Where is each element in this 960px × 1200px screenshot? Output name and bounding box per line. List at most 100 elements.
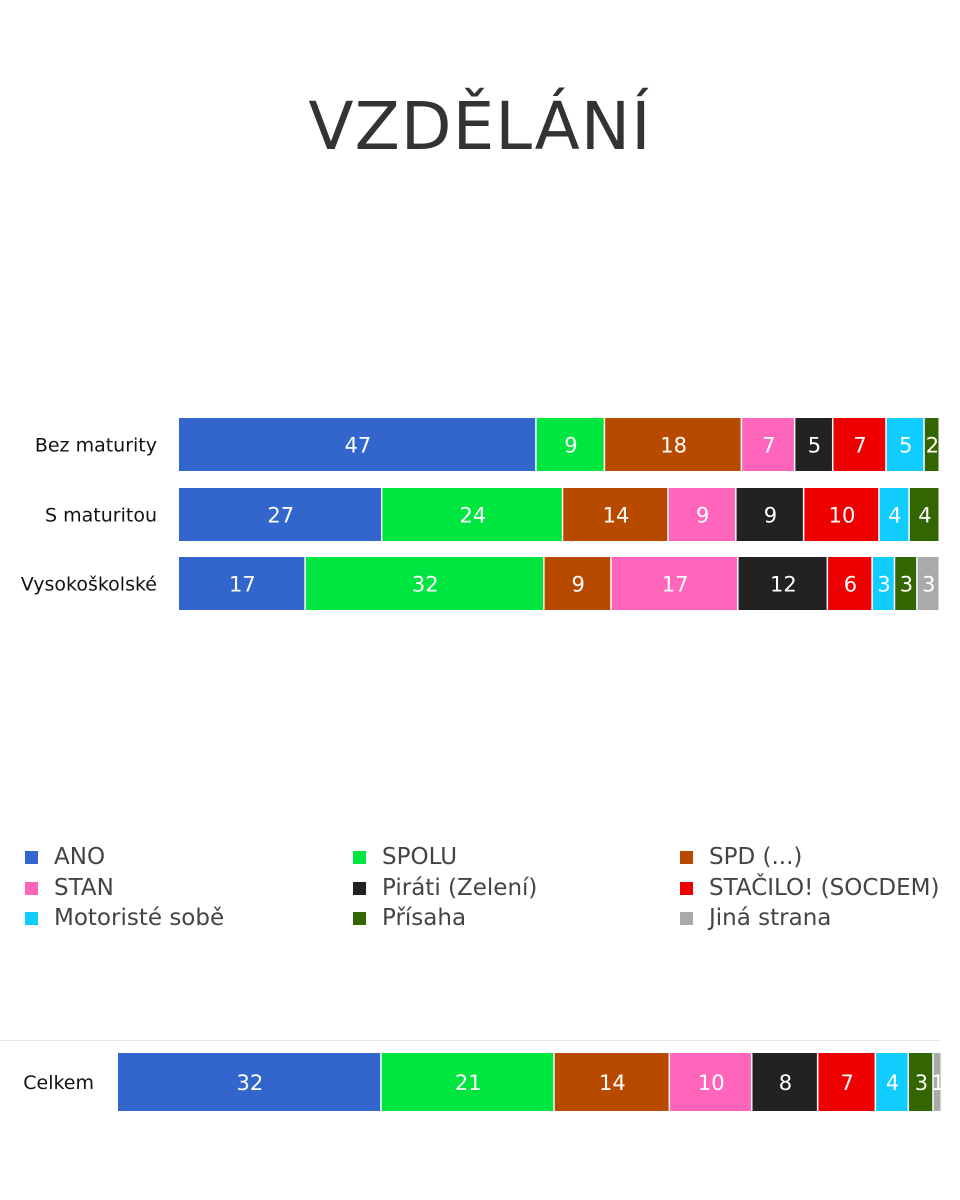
bar-s-maturitou-motoriste-sobe xyxy=(879,488,909,541)
bar-celkem-ano xyxy=(118,1053,381,1111)
data-label-celkem-stacilo-socdem: 7 xyxy=(841,1071,854,1095)
data-label-s-maturitou-pirati-zeleni: 9 xyxy=(764,504,777,528)
data-label-vysokoskolske-pirati-zeleni: 12 xyxy=(770,573,797,597)
legend-swatch-spd xyxy=(680,850,693,864)
row-label-vysokoskolske: Vysokoškolské xyxy=(21,574,157,596)
legend-swatch-spolu xyxy=(353,850,366,864)
legend-item-stacilo-socdem: STAČILO! (SOCDEM) xyxy=(680,875,939,901)
bar-celkem-stacilo-socdem xyxy=(818,1053,875,1111)
bar-vysokoskolske-jina-strana xyxy=(917,557,939,610)
bar-celkem-spd xyxy=(554,1053,669,1111)
bar-vysokoskolske-stacilo-socdem xyxy=(828,557,872,610)
bar-vysokoskolske-spd xyxy=(544,557,611,610)
bar-s-maturitou-spolu xyxy=(382,488,562,541)
legend-swatch-stan xyxy=(25,881,38,895)
bar-bez-maturity-pirati-zeleni xyxy=(795,418,832,471)
legend-item-ano: ANO xyxy=(25,844,105,870)
data-label-bez-maturity-spolu: 9 xyxy=(564,434,577,458)
legend-label-motoriste-sobe: Motoristé sobě xyxy=(54,905,225,931)
bar-vysokoskolske-prisaha xyxy=(895,557,917,610)
bar-bez-maturity-prisaha xyxy=(924,418,939,471)
data-label-vysokoskolske-prisaha: 3 xyxy=(900,573,913,597)
bar-celkem-motoriste-sobe xyxy=(876,1053,908,1111)
data-label-celkem-ano: 32 xyxy=(236,1071,263,1095)
data-label-vysokoskolske-spolu: 32 xyxy=(412,573,439,597)
legend-swatch-prisaha xyxy=(353,911,366,925)
bar-s-maturitou-prisaha xyxy=(909,488,939,541)
bar-s-maturitou-ano xyxy=(179,488,381,541)
data-label-celkem-stan: 10 xyxy=(698,1071,725,1095)
data-label-bez-maturity-stan: 7 xyxy=(762,434,775,458)
legend-item-jina-strana: Jiná strana xyxy=(680,905,831,931)
data-label-s-maturitou-spolu: 24 xyxy=(459,504,486,528)
data-label-s-maturitou-motoriste-sobe: 4 xyxy=(888,504,901,528)
section-divider xyxy=(0,1040,940,1041)
data-label-celkem-motoriste-sobe: 4 xyxy=(886,1071,899,1095)
data-label-s-maturitou-stan: 9 xyxy=(696,504,709,528)
legend-label-spolu: SPOLU xyxy=(382,844,458,870)
bar-bez-maturity-spolu xyxy=(536,418,604,471)
legend-swatch-jina-strana xyxy=(680,911,693,925)
bar-celkem-stan xyxy=(670,1053,751,1111)
data-label-vysokoskolske-motoriste-sobe: 3 xyxy=(877,573,890,597)
data-label-vysokoskolske-spd: 9 xyxy=(571,573,584,597)
data-label-vysokoskolske-jina-strana: 3 xyxy=(922,573,935,597)
bar-s-maturitou-stacilo-socdem xyxy=(804,488,879,541)
bar-celkem-jina-strana xyxy=(933,1053,941,1111)
data-label-vysokoskolske-stan: 17 xyxy=(662,573,689,597)
bar-bez-maturity-spd xyxy=(605,418,741,471)
bar-celkem-spolu xyxy=(381,1053,554,1111)
data-label-bez-maturity-prisaha: 2 xyxy=(926,434,939,458)
bar-vysokoskolske-motoriste-sobe xyxy=(872,557,894,610)
data-label-vysokoskolske-ano: 17 xyxy=(229,573,256,597)
row-label-celkem: Celkem xyxy=(23,1072,94,1094)
legend-item-motoriste-sobe: Motoristé sobě xyxy=(25,905,224,931)
legend-label-stacilo-socdem: STAČILO! (SOCDEM) xyxy=(709,875,940,901)
legend-label-prisaha: Přísaha xyxy=(382,905,467,931)
bar-s-maturitou-stan xyxy=(668,488,736,541)
bar-bez-maturity-stacilo-socdem xyxy=(833,418,886,471)
data-label-celkem-pirati-zeleni: 8 xyxy=(779,1071,792,1095)
row-label-s-maturitou: S maturitou xyxy=(45,505,157,527)
legend-item-stan: STAN xyxy=(25,875,114,901)
legend-swatch-ano xyxy=(25,850,38,864)
bar-vysokoskolske-pirati-zeleni xyxy=(738,557,827,610)
bar-celkem-pirati-zeleni xyxy=(752,1053,817,1111)
bar-vysokoskolske-stan xyxy=(611,557,738,610)
data-label-s-maturitou-ano: 27 xyxy=(267,504,294,528)
data-label-celkem-spolu: 21 xyxy=(455,1071,482,1095)
legend-swatch-motoriste-sobe xyxy=(25,911,38,925)
legend-item-prisaha: Přísaha xyxy=(353,905,466,931)
bar-s-maturitou-pirati-zeleni xyxy=(736,488,803,541)
education-bars: Bez maturity 47 9 18 7 5 7 5 2S maturitou 27 24 14 9… xyxy=(21,418,939,610)
data-label-celkem-jina-strana: 1 xyxy=(931,1071,944,1095)
legend-label-jina-strana: Jiná strana xyxy=(709,905,832,931)
data-label-bez-maturity-ano: 47 xyxy=(344,434,371,458)
data-label-bez-maturity-stacilo-socdem: 7 xyxy=(853,434,866,458)
data-label-bez-maturity-spd: 18 xyxy=(660,434,687,458)
legend-label-ano: ANO xyxy=(54,844,106,870)
page-title: VZDĚLÁNÍ xyxy=(308,88,652,165)
row-label-bez-maturity: Bez maturity xyxy=(35,435,157,457)
data-label-s-maturitou-stacilo-socdem: 10 xyxy=(829,504,856,528)
legend-item-pirati-zeleni: Piráti (Zelení) xyxy=(353,875,537,901)
bar-bez-maturity-ano xyxy=(179,418,536,471)
data-label-celkem-spd: 14 xyxy=(599,1071,626,1095)
data-label-vysokoskolske-stacilo-socdem: 6 xyxy=(844,573,857,597)
data-label-bez-maturity-pirati-zeleni: 5 xyxy=(808,434,821,458)
bar-bez-maturity-motoriste-sobe xyxy=(886,418,924,471)
data-label-s-maturitou-spd: 14 xyxy=(603,504,630,528)
legend-label-stan: STAN xyxy=(54,875,114,901)
bar-s-maturitou-spd xyxy=(563,488,668,541)
bar-vysokoskolske-ano xyxy=(179,557,305,610)
legend-swatch-pirati-zeleni xyxy=(353,881,366,895)
bar-bez-maturity-stan xyxy=(742,418,794,471)
data-label-s-maturitou-prisaha: 4 xyxy=(918,504,931,528)
legend-label-pirati-zeleni: Piráti (Zelení) xyxy=(382,875,538,901)
data-label-celkem-prisaha: 3 xyxy=(915,1071,928,1095)
legend-item-spd: SPD (...) xyxy=(680,844,802,870)
legend-item-spolu: SPOLU xyxy=(353,844,457,870)
bar-celkem-prisaha xyxy=(909,1053,933,1111)
data-label-bez-maturity-motoriste-sobe: 5 xyxy=(899,434,912,458)
